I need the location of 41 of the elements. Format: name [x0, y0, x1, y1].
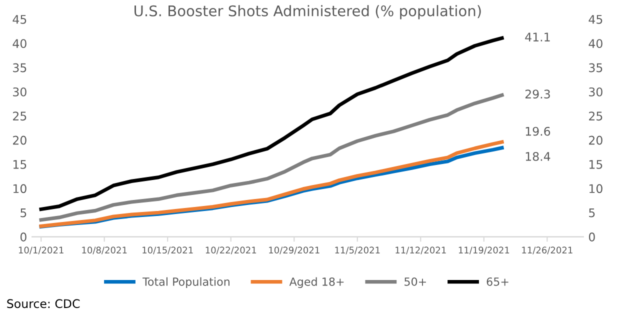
x-tick-label: 11/5/2021: [335, 246, 380, 254]
y-tick-label: 20: [13, 136, 26, 145]
source-note: Source: CDC: [7, 299, 80, 308]
y2-tick-label: 25: [589, 112, 602, 121]
y-tick-label: 35: [13, 63, 26, 72]
y-tick-label: 25: [13, 112, 26, 121]
y2-tick-label: 45: [588, 15, 602, 24]
y2-tick-label: 10: [589, 184, 602, 194]
annotation: 19.6: [526, 126, 550, 136]
x-tick-label: 11/26/2021: [522, 246, 572, 254]
y2-tick-label: 20: [589, 136, 602, 145]
y-tick-label: 0: [20, 232, 26, 242]
line-series: [39, 93, 504, 222]
x-tick-label: 10/29/2021: [269, 246, 320, 254]
legend-label: Aged 18+: [289, 277, 344, 288]
x-tick-label: 11/12/2021: [396, 246, 446, 254]
x-tick-label: 10/15/2021: [142, 246, 193, 254]
x-tick-label: 10/8/2021: [82, 246, 127, 254]
y2-tick-label: 30: [589, 87, 602, 96]
annotation: 41.1: [525, 32, 550, 42]
y-tick-label: 15: [13, 160, 26, 169]
legend-label: 50+: [404, 277, 426, 286]
x-tick-label: 11/19/2021: [458, 246, 510, 254]
y2-tick-label: 15: [589, 160, 602, 169]
annotation: 18.4: [526, 152, 550, 161]
y-tick-label: 30: [13, 87, 26, 96]
legend-label: Total Population: [142, 277, 230, 288]
y2-tick-label: 40: [588, 39, 602, 48]
y-tick-label: 5: [20, 208, 26, 218]
y-tick-label: 10: [13, 184, 26, 194]
x-tick-label: 10/22/2021: [206, 246, 256, 254]
y-tick-label: 45: [12, 15, 26, 24]
y-tick-label: 40: [12, 39, 26, 48]
annotation: 29.3: [525, 90, 550, 99]
y2-tick-label: 35: [589, 63, 602, 72]
y2-tick-label: 0: [588, 232, 595, 242]
line-series: [39, 36, 504, 212]
legend-label: 65+: [486, 277, 508, 286]
x-tick-label: 10/1/2021: [18, 246, 64, 254]
chart-title: U.S. Booster Shots Administered (% population): [134, 5, 481, 20]
y2-tick-label: 5: [589, 208, 595, 218]
